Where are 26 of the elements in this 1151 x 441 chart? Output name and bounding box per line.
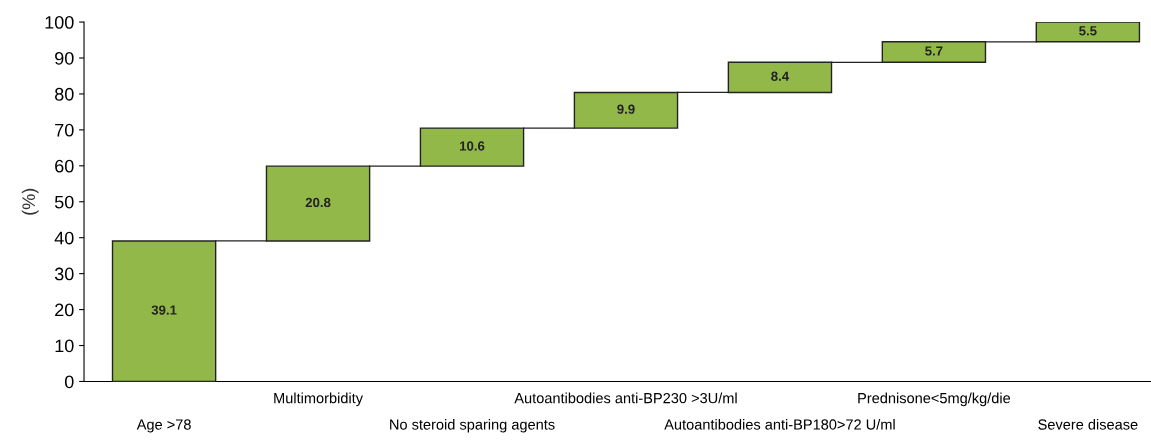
y-tick-label: 0 (64, 375, 74, 389)
x-tick-label: Prednisone<5mg/kg/die (858, 392, 1011, 407)
x-tick-label: Autoantibodies anti-BP180>72 U/ml (664, 418, 895, 430)
y-tick-label: 10 (55, 339, 74, 353)
x-tick-label: Multimorbidity (274, 392, 363, 407)
y-tick-label: 20 (55, 303, 74, 317)
data-label: 9.9 (617, 104, 635, 114)
data-label: 8.4 (771, 71, 790, 81)
data-label: 5.5 (1079, 26, 1097, 36)
y-tick-label: 40 (54, 231, 74, 245)
y-axis-title: (%) (21, 188, 39, 215)
y-tick-label: 80 (55, 87, 74, 101)
data-label: 10.6 (460, 141, 485, 151)
data-label: 20.8 (305, 197, 331, 208)
y-tick-label: 50 (54, 195, 74, 209)
x-tick-label: Age >78 (136, 419, 191, 433)
y-tick-label: 100 (45, 15, 74, 29)
data-label: 39.1 (151, 305, 177, 315)
y-tick-label: 30 (54, 267, 74, 281)
y-tick-label: 60 (55, 159, 74, 173)
y-tick-label: 70 (55, 123, 74, 137)
data-label: 5.7 (925, 46, 943, 56)
x-tick-label: No steroid sparing agents (390, 418, 555, 433)
x-tick-label: Severe disease (1038, 418, 1138, 430)
y-tick-label: 90 (55, 51, 74, 65)
x-tick-label: Autoantibodies anti-BP230 >3U/ml (514, 392, 737, 404)
